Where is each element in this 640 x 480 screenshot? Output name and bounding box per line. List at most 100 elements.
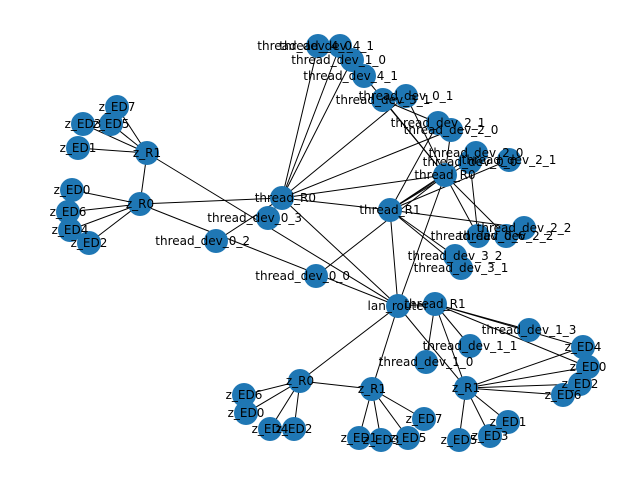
graph-node-G [270, 186, 294, 210]
graph-node-label: thread_dev_2_2 [459, 229, 554, 243]
edge-G-t7 [281, 129, 452, 199]
graph-node-d3 [369, 428, 393, 452]
graph-node-label: z_R1 [452, 381, 480, 395]
graph-node-d4 [396, 426, 420, 450]
graph-node-label: z_ED7 [99, 100, 136, 114]
graph-node-label: z_ED0 [54, 183, 91, 197]
graph-node-d6 [447, 428, 471, 452]
graph-node-d7 [478, 424, 502, 448]
graph-node-b1 [60, 178, 84, 202]
edge-D-b3 [69, 203, 141, 231]
graph-node-label: thread_dev_2_0 [429, 146, 524, 160]
edge-A-H [389, 209, 399, 307]
graph-node-b4 [77, 231, 101, 255]
edge-G-t3 [281, 59, 353, 199]
edge-G-t6 [281, 95, 407, 199]
graph-node-label: z_R0 [286, 374, 314, 388]
edge-A-B [299, 305, 399, 382]
graph-node-label: thread_dev_0_2 [155, 234, 250, 248]
edge-A-G [281, 197, 399, 307]
graph-node-label: z_ED3 [472, 429, 509, 443]
graph-node-t2 [306, 34, 330, 58]
label-layer: lan_routerz_R0z_R1z_R0z_R1thread_R1threa… [50, 39, 607, 447]
graph-node-label: thread_dev_2_1 [391, 116, 486, 130]
graph-node-a3 [99, 112, 123, 136]
graph-node-label: thread_dev_2_0 [404, 123, 499, 137]
graph-node-label: thread_dev_0_1 [359, 89, 454, 103]
graph-node-F [423, 292, 447, 316]
graph-node-label: thread_dev_0_3 [207, 211, 302, 225]
graph-node-label: thread_R1 [404, 297, 465, 311]
graph-node-label: thread_dev_0_0 [423, 155, 518, 169]
edge-H-t8 [389, 122, 439, 211]
graph-node-label: z_ED7 [406, 412, 443, 426]
graph-node-label: thread_dev_3_1 [336, 93, 431, 107]
graph-node-label: z_ED5 [93, 117, 130, 131]
edge-A-E [146, 152, 399, 307]
graph-node-a2 [71, 112, 95, 136]
graph-node-label: thread_dev_4_1 [279, 39, 374, 53]
graph-node-t22 [304, 264, 328, 288]
graph-node-D [128, 192, 152, 216]
graph-node-t8 [426, 111, 450, 135]
graph-node-label: z_ED6 [545, 388, 582, 402]
edge-G-I [281, 174, 446, 199]
graph-node-label: z_ED2 [276, 422, 313, 436]
graph-node-t20 [256, 206, 280, 230]
graph-node-label: thread_dev_1_3 [482, 323, 577, 337]
edge-F-e2 [434, 303, 589, 368]
graph-node-label: z_R0 [126, 197, 154, 211]
graph-node-t6 [394, 84, 418, 108]
graph-node-c4 [282, 417, 306, 441]
graph-node-label: z_ED1 [60, 141, 97, 155]
edge-I-t22 [315, 174, 446, 277]
graph-node-t18 [458, 334, 482, 358]
graph-node-label: z_ED3 [65, 117, 102, 131]
graph-node-b3 [58, 218, 82, 242]
graph-node-label: z_ED2 [562, 377, 599, 391]
edge-A-C [371, 305, 399, 390]
graph-node-t16 [449, 256, 473, 280]
graph-node-label: thread_dev_2_2 [477, 221, 572, 235]
node-layer [56, 34, 600, 452]
graph-node-label: z_ED1 [341, 431, 378, 445]
graph-node-label: thread_dev_0_6 [431, 229, 526, 243]
edge-J-e1 [465, 346, 584, 389]
graph-node-H [378, 198, 402, 222]
graph-node-label: z_ED5 [390, 431, 427, 445]
graph-node-label: thread_dev_3_1 [414, 261, 509, 275]
graph-node-A [386, 294, 410, 318]
graph-node-I [433, 163, 457, 187]
graph-node-label: z_ED4 [565, 340, 602, 354]
graph-node-label: z_ED6 [50, 205, 87, 219]
edge-G-H [281, 197, 391, 211]
graph-node-label: thread_dev_2_1 [462, 153, 557, 167]
graph-node-t12 [512, 216, 536, 240]
graph-node-t13 [494, 224, 518, 248]
edge-A-D [139, 203, 399, 307]
edge-J-F [434, 303, 467, 389]
graph-node-t14 [466, 224, 490, 248]
graph-node-label: thread_dev_0_0 [255, 269, 350, 283]
graph-node-label: z_ED4 [52, 223, 89, 237]
graph-node-label: z_ED6 [226, 388, 263, 402]
graph-node-t5 [371, 88, 395, 112]
graph-node-label: z_ED4 [252, 422, 289, 436]
edge-F-e1 [434, 303, 584, 348]
edge-B-C [299, 380, 373, 390]
graph-node-t11 [497, 148, 521, 172]
graph-node-a4 [66, 136, 90, 160]
edge-I-t5 [382, 99, 446, 176]
graph-node-d2 [347, 426, 371, 450]
edge-D-G [139, 197, 283, 205]
graph-node-label: z_ED0 [228, 406, 265, 420]
graph-node-c3 [258, 417, 282, 441]
graph-node-label: thread_dev_1_0 [291, 53, 386, 67]
graph-node-label: z_ED3 [363, 433, 400, 447]
edge-I-t6 [405, 95, 446, 176]
edge-I-t13 [444, 174, 507, 237]
graph-node-label: thread_dev_1_1 [423, 339, 518, 353]
edge-J-e4 [465, 387, 564, 396]
graph-node-label: thread_dev_4_1 [303, 69, 398, 83]
